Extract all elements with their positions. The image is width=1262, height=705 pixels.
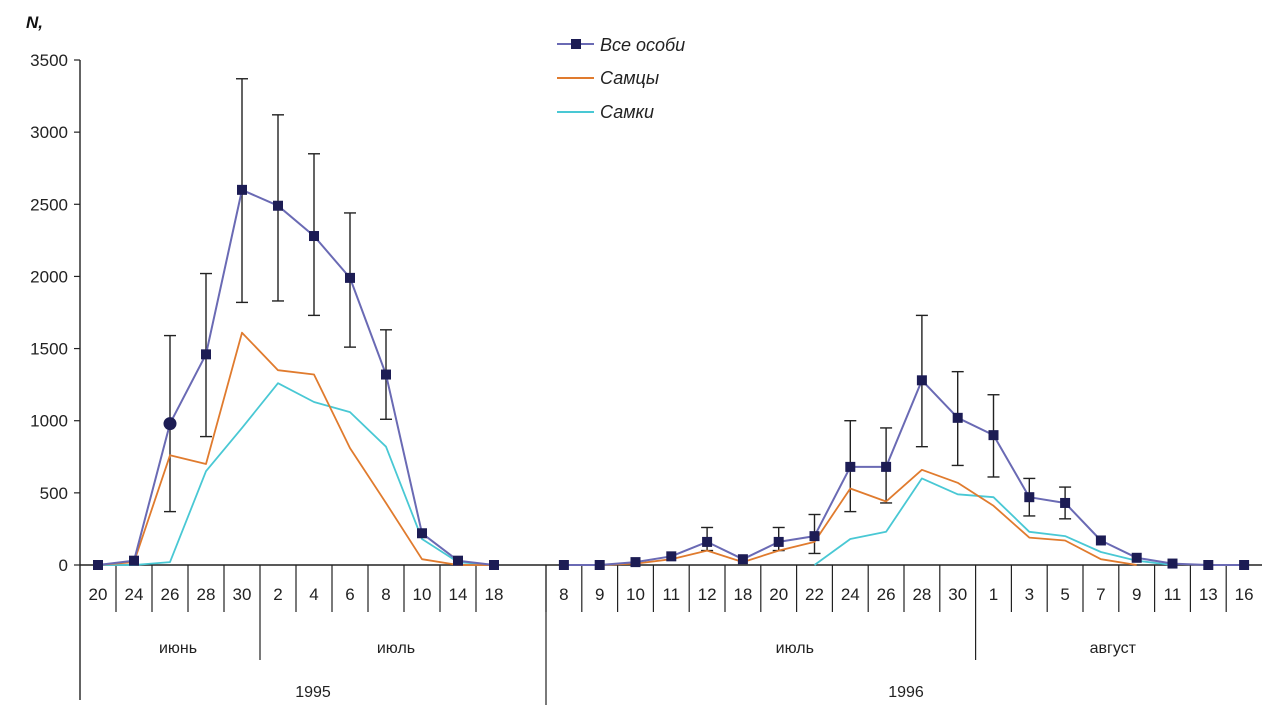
month-label: июль	[377, 640, 415, 657]
x-tick-label: 8	[381, 585, 390, 604]
data-point	[916, 375, 927, 386]
data-point	[1095, 535, 1106, 546]
data-point	[666, 551, 677, 562]
y-tick-label: 1500	[30, 340, 68, 359]
x-tick-label: 12	[698, 585, 717, 604]
data-point	[453, 555, 463, 566]
x-tick-label: 1	[989, 585, 998, 604]
series-line-females	[813, 477, 1173, 566]
x-tick-label: 30	[233, 585, 252, 604]
data-point	[489, 560, 499, 570]
x-tick-label: 26	[877, 585, 896, 604]
year-label: 1995	[295, 684, 331, 701]
data-point	[1203, 560, 1214, 570]
y-tick-label: 2000	[30, 267, 68, 286]
data-point	[809, 531, 820, 542]
data-point	[381, 369, 391, 380]
series-lines	[97, 188, 1245, 566]
x-tick-label: 11	[662, 585, 680, 604]
x-tick-label: 10	[626, 585, 645, 604]
data-point	[345, 272, 355, 283]
y-axis-label: N,	[26, 13, 43, 32]
x-tick-label: 20	[769, 585, 788, 604]
y-tick-label: 3500	[30, 51, 68, 70]
data-point	[630, 557, 641, 568]
x-tick-label: 5	[1060, 585, 1069, 604]
x-tick-label: 14	[449, 585, 468, 604]
month-label: июнь	[159, 640, 197, 657]
x-tick-label: 22	[805, 585, 824, 604]
x-tick-label: 6	[345, 585, 354, 604]
data-point	[845, 461, 856, 472]
x-tick-label: 11	[1164, 585, 1182, 604]
data-point	[417, 528, 427, 539]
data-point	[594, 560, 605, 570]
x-tick-label: 13	[1199, 585, 1218, 604]
x-tick-label: 30	[948, 585, 967, 604]
data-point	[93, 560, 103, 570]
data-point	[237, 184, 247, 195]
data-point	[702, 536, 713, 547]
data-point	[163, 417, 177, 431]
month-label: июль	[776, 640, 814, 657]
y-tick-label: 1000	[30, 412, 68, 431]
y-tick-label: 2500	[30, 195, 68, 214]
data-point	[201, 349, 211, 360]
x-tick-label: 7	[1096, 585, 1105, 604]
data-point	[1024, 492, 1035, 503]
y-axis: 0 500 1000 1500 2000 2500 3000 3500	[30, 51, 81, 700]
data-point	[737, 554, 748, 565]
month-label: август	[1090, 640, 1137, 657]
data-point	[881, 461, 892, 472]
x-tick-label: 4	[309, 585, 318, 604]
data-point	[988, 430, 999, 441]
x-tick-label: 18	[733, 585, 752, 604]
data-point	[558, 560, 569, 570]
x-axis: 20 24 26 28 30 2 4 6 8 10 14 18 8 9 10 11 12 18 20 22 24 26 28…	[80, 564, 1262, 705]
x-tick-label: 18	[485, 585, 504, 604]
series-markers	[93, 184, 1250, 570]
data-point	[309, 231, 319, 242]
series-line-all	[563, 379, 1245, 566]
x-tick-label: 8	[559, 585, 568, 604]
data-point	[1131, 552, 1142, 563]
error-bars	[164, 78, 1072, 555]
x-tick-label: 26	[161, 585, 180, 604]
x-tick-label: 9	[1132, 585, 1141, 604]
x-tick-label: 9	[595, 585, 604, 604]
series-line-males	[599, 468, 1137, 566]
legend-females-label: Самки	[600, 102, 654, 122]
x-tick-label: 2	[273, 585, 282, 604]
data-point	[773, 536, 784, 547]
data-point	[1167, 558, 1178, 569]
data-point	[1060, 497, 1071, 508]
x-tick-label: 24	[125, 585, 144, 604]
series-line-all	[97, 188, 495, 566]
x-tick-label: 10	[413, 585, 432, 604]
x-tick-label: 16	[1235, 585, 1254, 604]
data-point	[952, 412, 963, 423]
data-point	[273, 200, 283, 211]
legend: Все особи Самцы Самки	[557, 35, 685, 122]
x-tick-label: 28	[912, 585, 931, 604]
legend-males-label: Самцы	[600, 68, 659, 88]
data-point	[1239, 560, 1250, 570]
y-tick-label: 3000	[30, 123, 68, 142]
series-line-males	[97, 331, 494, 566]
x-tick-label: 28	[197, 585, 216, 604]
year-label: 1996	[888, 684, 924, 701]
data-point	[129, 555, 139, 566]
series-line-females	[98, 382, 495, 566]
x-tick-label: 24	[841, 585, 860, 604]
legend-all-marker	[571, 39, 581, 49]
y-tick-label: 500	[40, 484, 68, 503]
y-tick-label: 0	[59, 556, 68, 575]
x-tick-label: 20	[89, 585, 108, 604]
legend-all-label: Все особи	[600, 35, 685, 55]
x-tick-label: 3	[1025, 585, 1034, 604]
